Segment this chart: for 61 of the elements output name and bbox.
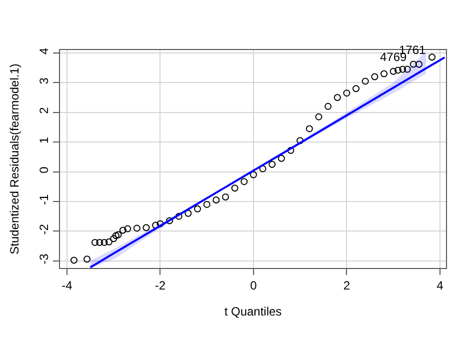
point bbox=[105, 238, 112, 246]
point bbox=[110, 235, 118, 242]
point bbox=[394, 66, 402, 74]
x-tick-label: 0 bbox=[250, 278, 258, 292]
point bbox=[100, 238, 108, 246]
point bbox=[324, 102, 332, 110]
y-tick-label: -1 bbox=[37, 194, 52, 206]
y-tick-label: 3 bbox=[37, 77, 52, 84]
y-tick-label: -2 bbox=[37, 224, 52, 235]
point bbox=[212, 196, 220, 204]
point bbox=[175, 212, 182, 220]
x-tick-label: -2 bbox=[154, 278, 166, 292]
point bbox=[343, 90, 350, 97]
point bbox=[306, 125, 313, 132]
point bbox=[428, 54, 436, 61]
point bbox=[142, 224, 150, 232]
point bbox=[278, 154, 285, 162]
point bbox=[231, 184, 238, 192]
point bbox=[371, 73, 378, 80]
point bbox=[194, 205, 202, 212]
point bbox=[112, 232, 120, 240]
y-tick-label: 4 bbox=[37, 48, 52, 55]
point bbox=[91, 238, 98, 246]
point bbox=[114, 231, 122, 238]
y-tick-label: 2 bbox=[37, 106, 52, 114]
point bbox=[410, 60, 417, 68]
x-axis-title: t Quantiles bbox=[224, 304, 282, 318]
point bbox=[399, 66, 406, 73]
point bbox=[70, 256, 78, 264]
point bbox=[124, 225, 132, 232]
x-tick-label: 4 bbox=[436, 278, 444, 292]
y-tick-label: 0 bbox=[37, 166, 52, 174]
point bbox=[184, 210, 192, 217]
point bbox=[259, 165, 266, 172]
point bbox=[287, 146, 294, 154]
point bbox=[119, 226, 126, 234]
point bbox=[203, 200, 210, 208]
point bbox=[362, 78, 369, 85]
point bbox=[84, 256, 91, 263]
point bbox=[380, 70, 388, 78]
point bbox=[240, 178, 248, 186]
point bbox=[334, 94, 341, 102]
point bbox=[250, 171, 257, 178]
point bbox=[390, 68, 397, 75]
point bbox=[404, 66, 411, 73]
x-tick-label: -4 bbox=[62, 278, 73, 292]
y-tick-label: -3 bbox=[37, 253, 52, 264]
point bbox=[152, 222, 160, 229]
y-axis-title: Studentized Residuals(fearmodel.1) bbox=[8, 64, 22, 254]
point bbox=[96, 238, 104, 246]
point bbox=[133, 224, 140, 232]
y-tick-label: 1 bbox=[37, 136, 52, 144]
point bbox=[222, 194, 229, 201]
point bbox=[415, 60, 422, 68]
point bbox=[166, 217, 174, 224]
point bbox=[268, 160, 276, 168]
x-tick-label: 2 bbox=[343, 278, 350, 292]
point bbox=[352, 85, 360, 92]
point bbox=[315, 113, 322, 120]
point bbox=[296, 137, 304, 144]
point bbox=[156, 220, 164, 228]
